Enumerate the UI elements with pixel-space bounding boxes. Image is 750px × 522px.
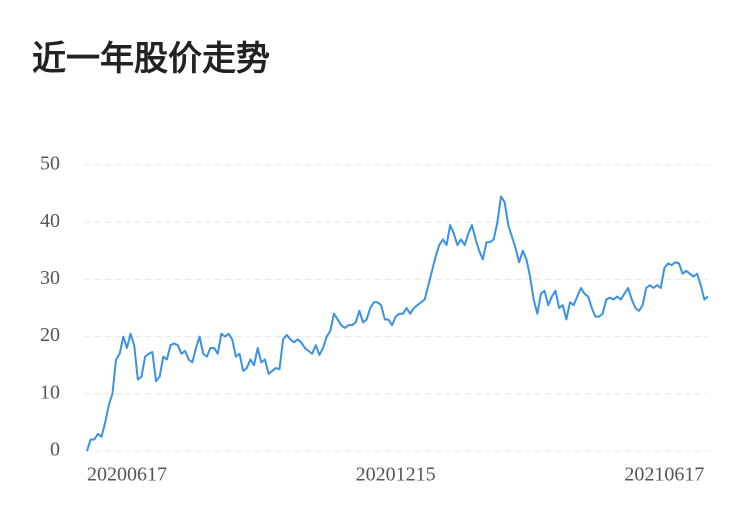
y-tick-label: 0 [50,439,60,461]
x-tick-label: 20200617 [87,464,167,486]
x-tick-label: 20201215 [356,464,436,486]
y-tick-label: 40 [40,210,60,232]
y-tick-label: 10 [40,381,60,403]
price-line [86,195,709,452]
x-tick-label: 20210617 [624,464,704,486]
chart-title: 近一年股价走势 [32,39,270,79]
y-tick-label: 50 [40,153,60,175]
y-tick-label: 30 [40,267,60,289]
y-tick-label: 20 [40,324,60,346]
